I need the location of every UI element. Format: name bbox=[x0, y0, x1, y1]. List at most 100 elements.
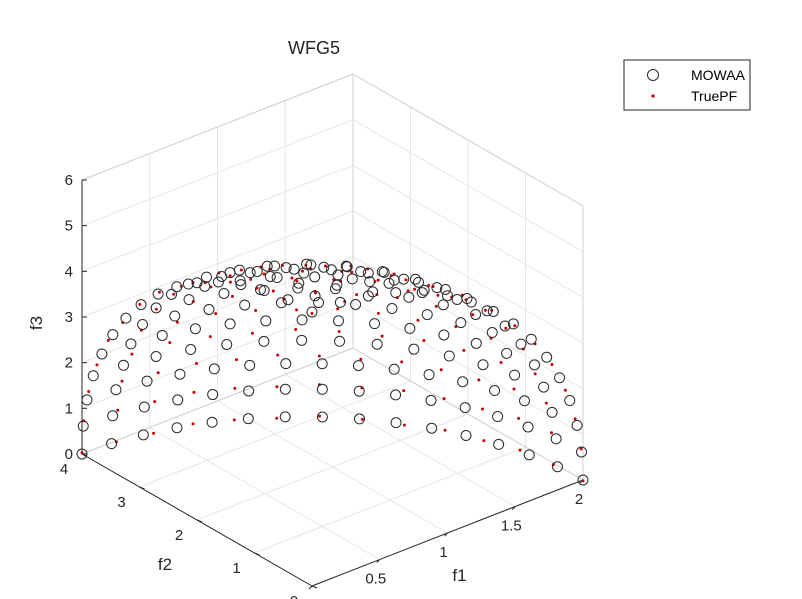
truepf-point bbox=[317, 354, 321, 358]
truepf-point bbox=[156, 371, 160, 375]
mowaa-point bbox=[212, 276, 224, 288]
truepf-point bbox=[262, 272, 266, 276]
mowaa-point bbox=[120, 312, 132, 324]
mowaa-point bbox=[152, 288, 164, 300]
z-tick-label: 4 bbox=[65, 263, 73, 280]
mowaa-point bbox=[369, 318, 381, 330]
mowaa-point bbox=[318, 261, 330, 273]
x-tick bbox=[444, 532, 448, 537]
mowaa-point bbox=[390, 287, 402, 299]
mowaa-point bbox=[275, 297, 287, 309]
mowaa-point bbox=[316, 358, 328, 370]
mowaa-point bbox=[251, 265, 263, 277]
mowaa-point bbox=[413, 276, 425, 288]
mowaa-point bbox=[293, 277, 305, 289]
mowaa-point bbox=[169, 310, 181, 322]
mowaa-point bbox=[388, 363, 400, 375]
mowaa-point bbox=[141, 375, 153, 387]
mowaa-point bbox=[509, 369, 521, 381]
mowaa-point bbox=[451, 293, 463, 305]
mowaa-point bbox=[137, 429, 149, 441]
truepf-point bbox=[239, 268, 243, 272]
mowaa-point bbox=[332, 269, 344, 281]
mowaa-point bbox=[138, 401, 150, 413]
truepf-point bbox=[310, 311, 314, 315]
mowaa-point bbox=[269, 260, 281, 272]
mowaa-point bbox=[206, 416, 218, 428]
legend-box bbox=[623, 59, 751, 111]
truepf-point bbox=[404, 278, 408, 282]
truepf-point bbox=[106, 338, 110, 342]
mowaa-point bbox=[288, 263, 300, 275]
z-tick-label: 1 bbox=[65, 400, 73, 417]
mowaa-point bbox=[522, 421, 534, 433]
y-tick-label: 2 bbox=[175, 527, 183, 544]
box-edge bbox=[352, 347, 584, 481]
mowaa-point bbox=[258, 335, 270, 347]
z-tick-label: 0 bbox=[65, 446, 73, 463]
mowaa-point bbox=[457, 376, 469, 388]
truepf-point bbox=[376, 311, 380, 315]
truepf-point bbox=[295, 308, 299, 312]
mowaa-point bbox=[87, 370, 99, 382]
mowaa-point bbox=[279, 383, 291, 395]
truepf-point bbox=[380, 334, 384, 338]
mowaa-point bbox=[309, 290, 321, 302]
truepf-point bbox=[228, 280, 232, 284]
mowaa-point bbox=[355, 266, 367, 278]
truepf-point bbox=[550, 363, 554, 367]
legend-label-truepf: TruePF bbox=[691, 88, 737, 104]
truepf-point bbox=[249, 277, 253, 281]
truepf-point bbox=[436, 293, 440, 297]
mowaa-point bbox=[409, 273, 421, 285]
truepf-point bbox=[230, 294, 234, 298]
mowaa-point bbox=[150, 351, 162, 363]
truepf-point bbox=[416, 318, 420, 322]
mowaa-point bbox=[171, 422, 183, 434]
mowaa-point bbox=[298, 267, 310, 279]
truepf-point bbox=[120, 379, 124, 383]
mowaa-point bbox=[492, 411, 504, 423]
mowaa-point bbox=[244, 267, 256, 279]
truepf-point bbox=[294, 327, 298, 331]
mowaa-point bbox=[221, 338, 233, 350]
truepf-point bbox=[275, 416, 279, 420]
truepf-point bbox=[275, 385, 279, 389]
x-tick-label: 0 bbox=[304, 597, 312, 599]
truepf-point bbox=[195, 362, 199, 366]
mowaa-point bbox=[576, 446, 588, 458]
mowaa-point bbox=[106, 438, 118, 450]
mowaa-point bbox=[403, 291, 415, 303]
truepf-point bbox=[504, 326, 508, 330]
mowaa-point bbox=[165, 288, 177, 300]
truepf-point bbox=[290, 276, 294, 280]
truepf-point bbox=[323, 264, 327, 268]
mowaa-point bbox=[481, 305, 493, 317]
mowaa-point bbox=[334, 335, 346, 347]
mowaa-point bbox=[362, 290, 374, 302]
mowaa-point bbox=[538, 381, 550, 393]
y-tick-label: 4 bbox=[60, 461, 68, 478]
truepf-point bbox=[228, 274, 232, 278]
mowaa-point bbox=[341, 261, 353, 273]
truepf-point bbox=[439, 368, 443, 372]
mowaa-point bbox=[408, 343, 420, 355]
mowaa-point bbox=[386, 303, 398, 315]
mowaa-point bbox=[183, 294, 195, 306]
box-edge bbox=[352, 73, 584, 207]
mowaa-point bbox=[280, 358, 292, 370]
truepf-point bbox=[533, 372, 537, 376]
mowaa-point bbox=[325, 264, 337, 276]
x-tick bbox=[308, 585, 313, 590]
truepf-point bbox=[337, 329, 341, 333]
mowaa-point bbox=[493, 438, 505, 450]
mowaa-point bbox=[525, 333, 537, 345]
mowaa-point bbox=[199, 280, 211, 292]
mowaa-point bbox=[201, 271, 213, 283]
mowaa-point bbox=[477, 359, 489, 371]
mowaa-point bbox=[117, 359, 129, 371]
truepf-point bbox=[301, 269, 305, 273]
truepf-point bbox=[157, 290, 161, 294]
mowaa-point bbox=[316, 383, 328, 395]
mowaa-point bbox=[507, 318, 519, 330]
